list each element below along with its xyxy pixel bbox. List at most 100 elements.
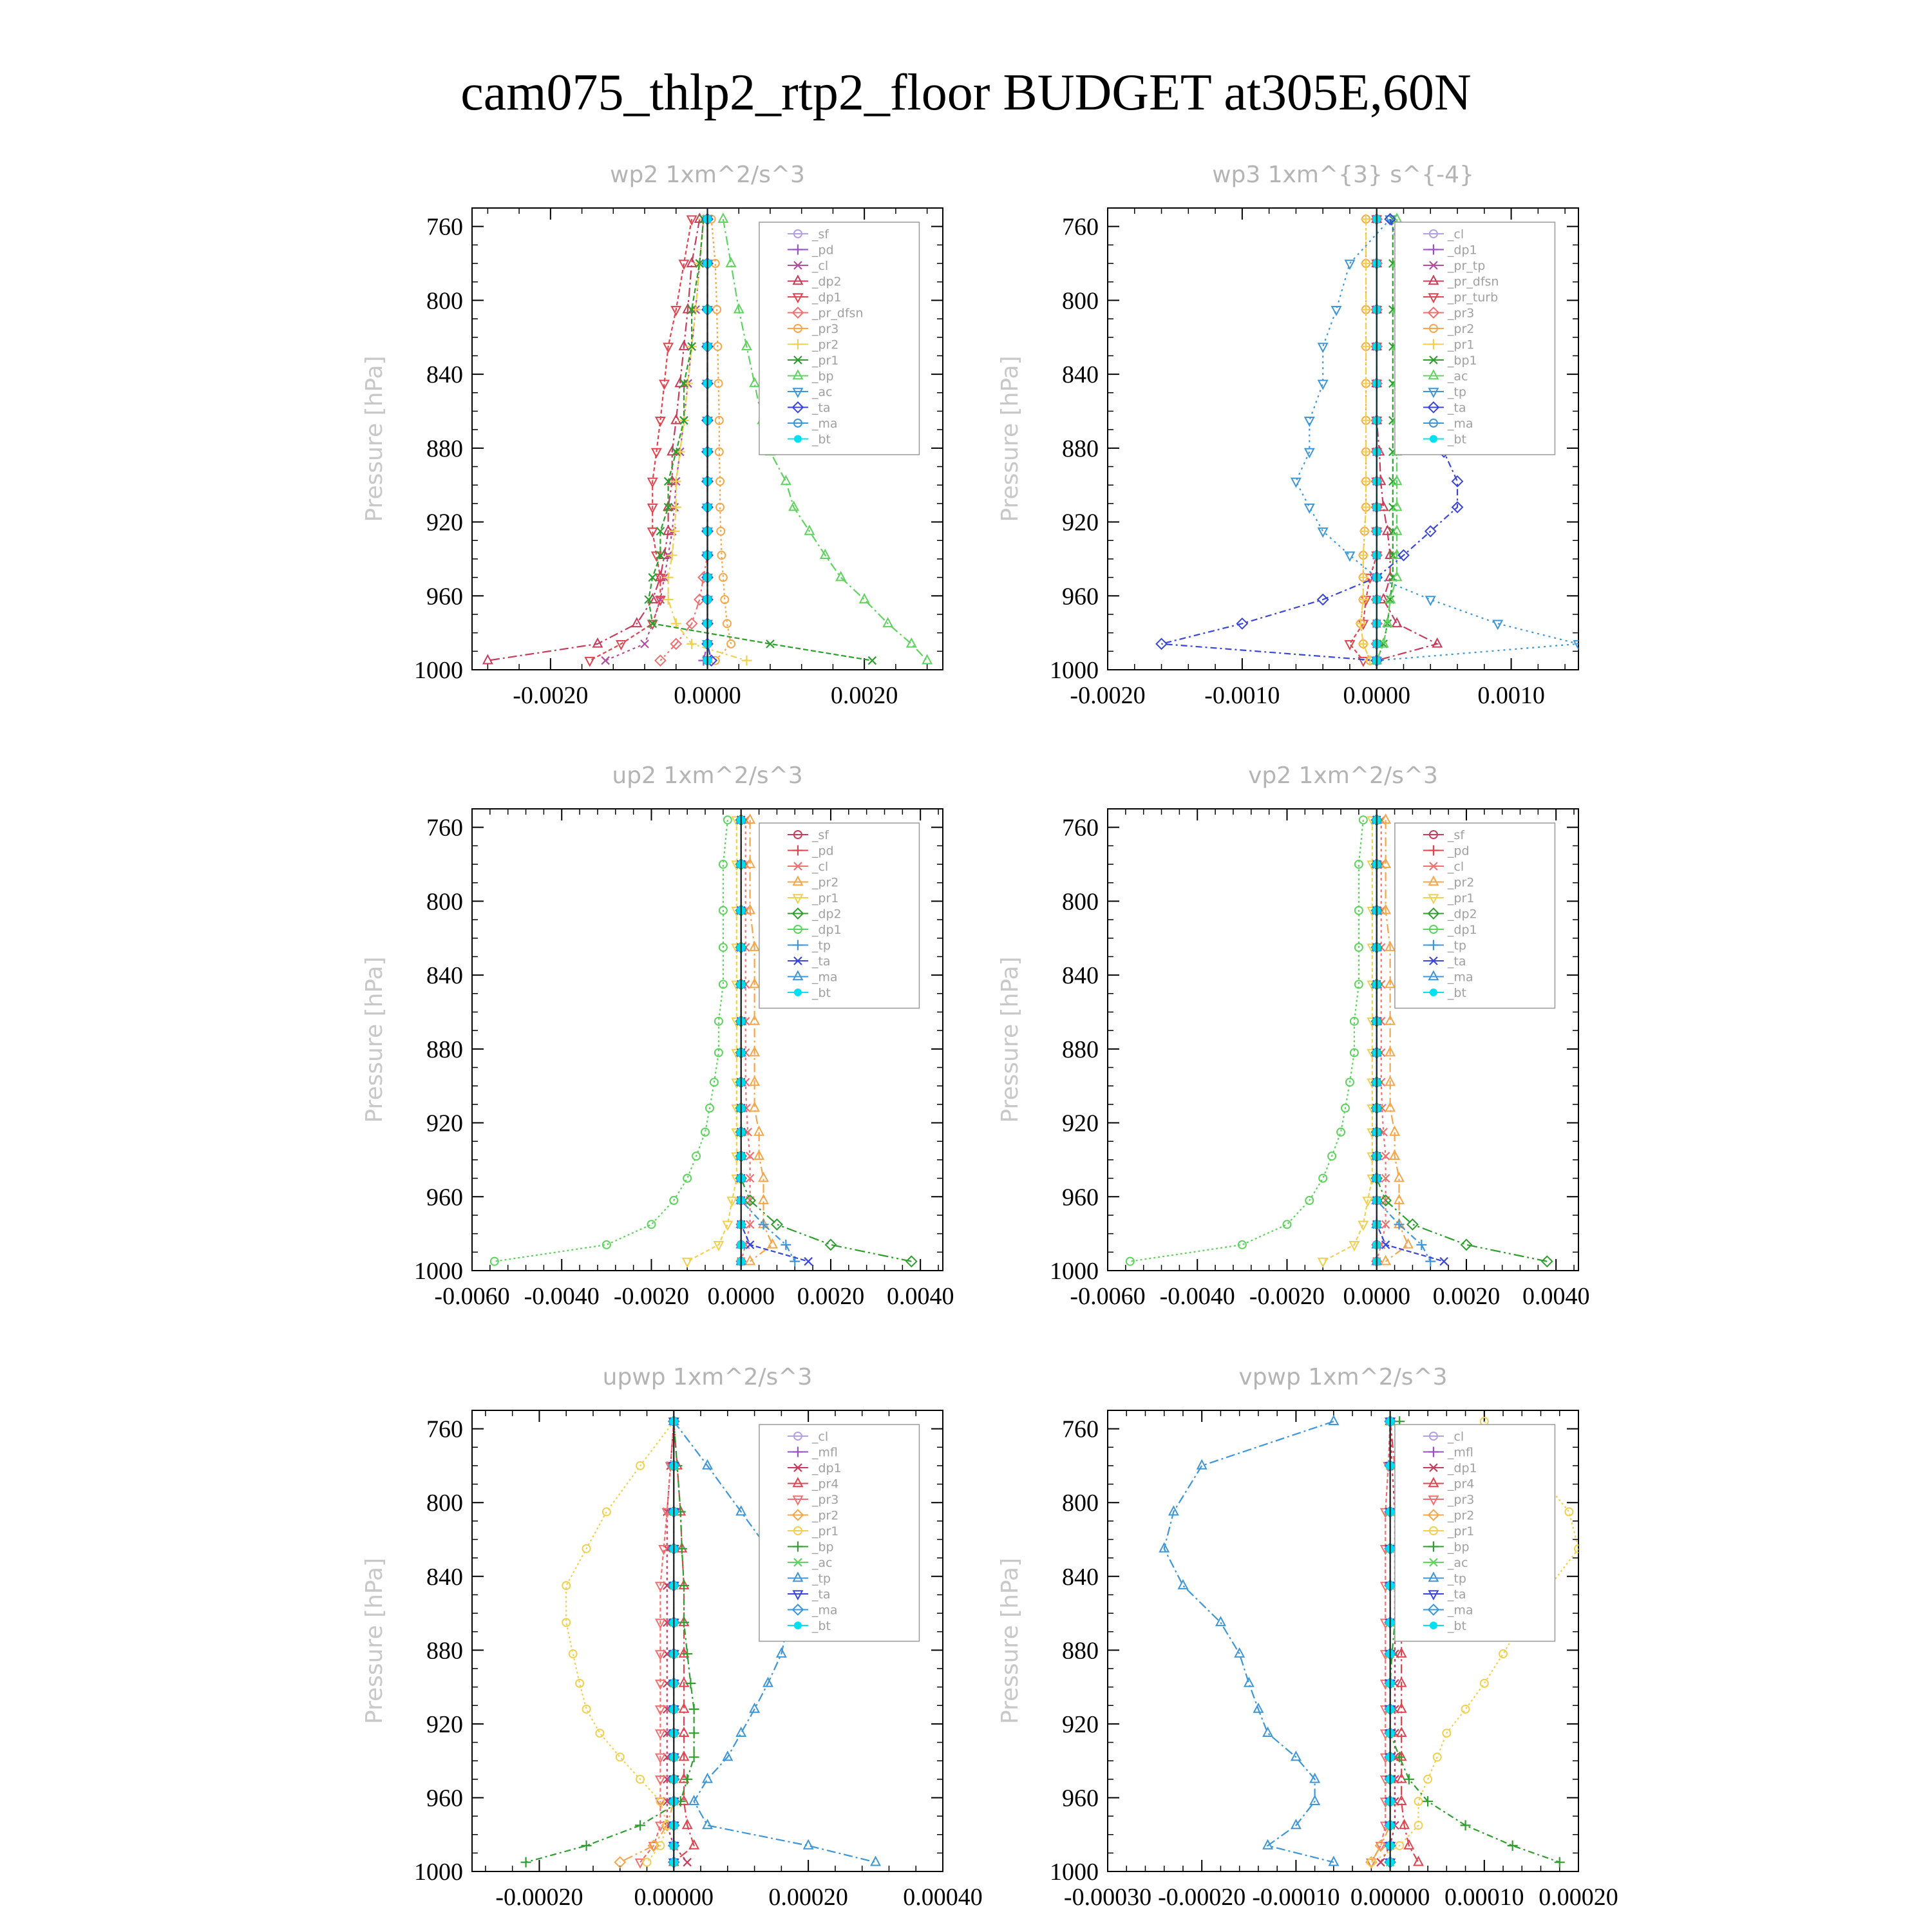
chart-panel-3: up2 1xm^2/s^3 Pressure [hPa] 760 800 840 880 9… <box>361 762 954 1310</box>
legend: _cl _mfl_dp1 _pr4_pr3 _pr2_pr1_bp_ac _tp_ta _… <box>1394 1424 1556 1642</box>
page-title: cam075_thlp2_rtp2_floor BUDGET at305E,60… <box>460 64 1471 121</box>
seriespr1-point <box>601 1507 611 1517</box>
legend-label: _bp1 <box>1447 354 1477 368</box>
seriesta-point <box>1381 1240 1390 1249</box>
seriespr2-line <box>749 820 773 1262</box>
x-tick-label: -0.0020 <box>1249 1283 1325 1310</box>
seriesbp-line <box>526 1421 695 1863</box>
plot-frame <box>471 808 943 1271</box>
seriestp-point <box>1317 379 1329 390</box>
seriespr2-point <box>667 550 677 561</box>
legend-label: _cl <box>1447 227 1464 242</box>
y-tick-label: 960 <box>1062 1184 1099 1211</box>
seriestp-point <box>1196 1459 1208 1470</box>
legend-label: _pd <box>1447 844 1470 858</box>
chart-panel-2: wp3 1xm^{3} s^{-4} Pressure [hPa] 760 800 84… <box>997 162 1579 709</box>
seriespr1-point <box>656 551 665 560</box>
seriespr1-point <box>575 1678 585 1688</box>
seriesdp1-line <box>1380 1421 1396 1863</box>
seriesdp1-point <box>1354 943 1363 952</box>
seriesdp2-point <box>1540 1255 1553 1268</box>
legend-label: _sf <box>811 828 829 842</box>
legend-swatch-marker <box>792 369 804 380</box>
seriespr2-point <box>1394 1193 1405 1204</box>
seriespr1-point <box>1361 415 1372 426</box>
seriespr1-point <box>687 305 696 314</box>
seriesdp2-point <box>1379 1194 1392 1207</box>
seriespr3-point <box>717 551 726 560</box>
seriespr4-point <box>678 1750 690 1761</box>
legend-label: _cl <box>1447 860 1464 874</box>
y-tick-label: 800 <box>1062 888 1099 915</box>
seriesdp2-line <box>488 219 701 661</box>
seriespr1-point <box>648 619 657 629</box>
panel-title: up2 1xm^2/s^3 <box>612 762 802 789</box>
seriestp-point <box>735 1505 747 1516</box>
legend-swatch-marker <box>1429 989 1437 996</box>
seriesdp1-point <box>1318 1173 1328 1183</box>
legend-label: _pr4 <box>1447 1477 1474 1492</box>
seriesbp-point <box>1460 1820 1471 1831</box>
seriesbp-point <box>678 1580 689 1591</box>
seriespr-dfsn-point <box>1391 617 1403 628</box>
legend-swatch-marker <box>1428 925 1438 934</box>
seriestp-point <box>1385 215 1396 226</box>
legend-label: _pr1 <box>1447 338 1474 352</box>
legend-label: _dp1 <box>1447 923 1477 937</box>
y-tick-label: 800 <box>426 287 463 314</box>
seriesdp2-point <box>744 1194 757 1207</box>
seriesbp-point <box>1507 1840 1518 1851</box>
legend-frame <box>759 1424 920 1642</box>
seriespr1-point <box>1367 1857 1376 1867</box>
seriestp-point <box>702 1459 713 1470</box>
legend-label: _sf <box>1447 828 1465 842</box>
legend-label: _dp2 <box>811 275 842 289</box>
seriestp-point <box>688 1795 700 1805</box>
seriesdp1-point <box>489 1256 499 1266</box>
seriespr1-line <box>1322 820 1373 1262</box>
seriespr1-point <box>1358 594 1368 605</box>
seriespr2-point <box>1385 978 1396 989</box>
seriesbp-point <box>1423 1796 1434 1807</box>
seriesbp-point <box>682 1649 693 1660</box>
legend-label: _bt <box>1447 433 1466 447</box>
legend-swatch-marker <box>792 1477 804 1488</box>
seriesdp1-point <box>1336 1127 1346 1137</box>
seriestp-point <box>702 1772 713 1783</box>
y-tick-label: 960 <box>1062 1785 1099 1812</box>
legend-label: _bp <box>811 1540 834 1555</box>
seriesdp1-point <box>647 477 658 488</box>
seriesdp1-point <box>1125 1256 1135 1266</box>
seriespr1-point <box>562 1618 571 1627</box>
seriesbp-line <box>722 219 928 661</box>
seriespr3-point <box>720 595 730 605</box>
seriespr2-point <box>663 594 674 605</box>
seriespr1-point <box>615 1752 625 1762</box>
seriespr2-point <box>749 978 761 989</box>
seriespr2-point <box>1385 1046 1396 1057</box>
legend-swatch-marker <box>1428 388 1439 399</box>
x-tick-label: -0.00010 <box>1252 1884 1340 1911</box>
seriespr4-point <box>1396 1676 1407 1687</box>
seriespr1-point <box>1359 526 1370 536</box>
y-tick-label: 800 <box>1062 287 1099 314</box>
seriespr3-point <box>716 526 726 536</box>
seriesdp1-point <box>654 573 666 584</box>
panel-title: vp2 1xm^2/s^3 <box>1248 762 1438 789</box>
seriestp-point <box>1317 343 1329 354</box>
seriestp-point <box>1573 640 1578 650</box>
legend-label: _bp <box>1447 1540 1470 1555</box>
panels-container: wp2 1xm^2/s^3 Pressure [hPa] 760 800 840 880 9… <box>361 162 1618 1911</box>
seriespr1-point <box>663 502 673 512</box>
seriespr1-point <box>1358 572 1368 583</box>
seriespr1-point <box>766 639 775 649</box>
seriescl-point <box>1381 1220 1390 1229</box>
seriestp-point <box>1290 1819 1302 1830</box>
legend-swatch-marker <box>1429 956 1438 965</box>
seriesbp-point <box>685 1678 696 1689</box>
seriesdp2-point <box>663 500 674 511</box>
seriesdp1-point <box>647 1220 656 1229</box>
seriespr1-point <box>1361 378 1372 389</box>
seriespr-turb-point <box>1344 640 1356 650</box>
legend-swatch-marker <box>1428 940 1439 951</box>
